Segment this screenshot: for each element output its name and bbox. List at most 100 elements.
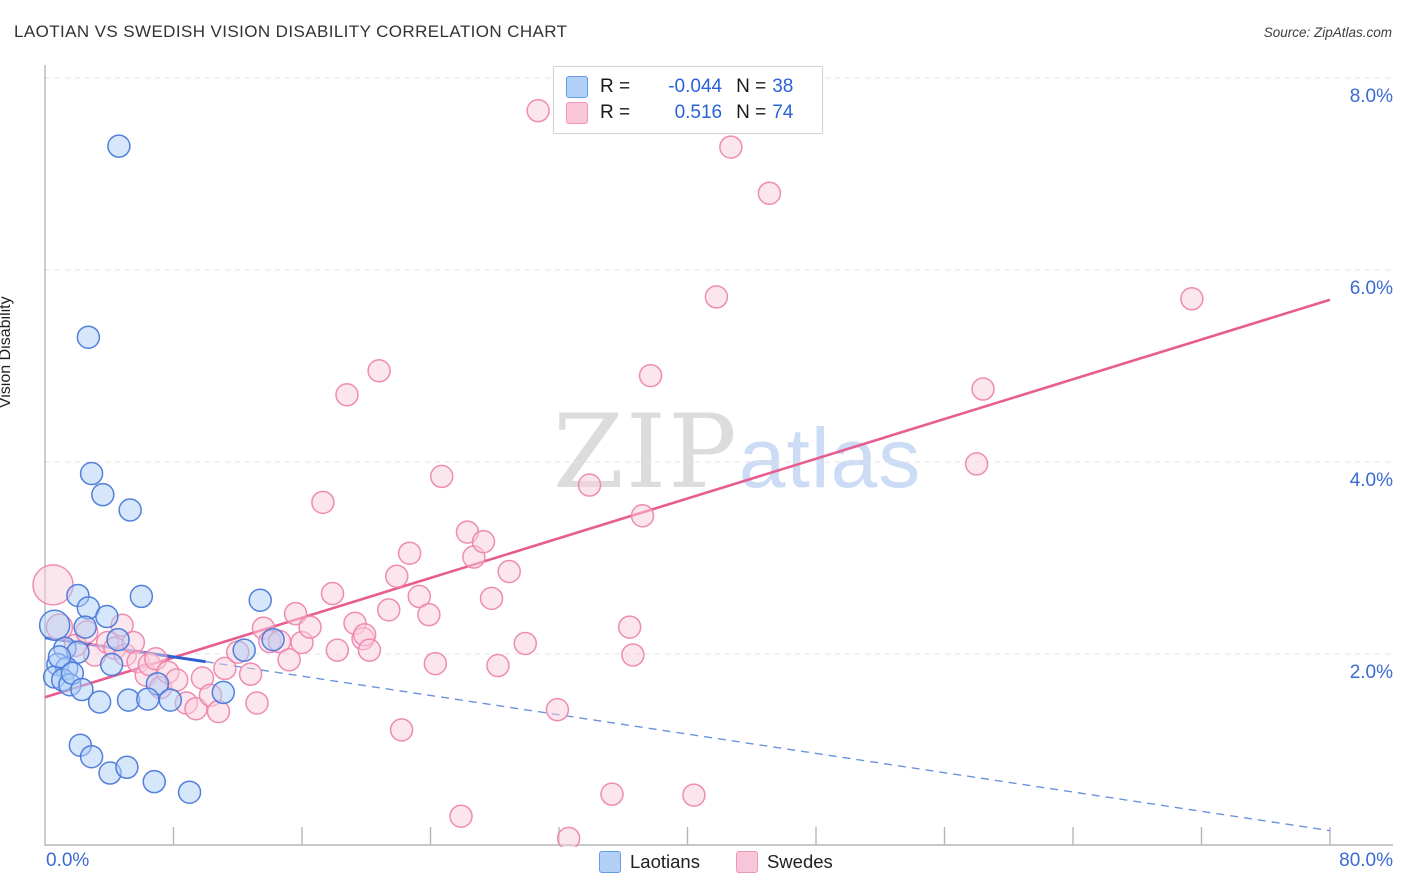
laotians-data-point[interactable] — [232, 638, 256, 662]
y-axis-label: 2.0% — [1350, 662, 1393, 683]
swedes-data-point[interactable] — [577, 473, 602, 497]
swedes-data-point[interactable] — [719, 135, 743, 159]
swedes-data-point[interactable] — [385, 564, 409, 588]
r-value-swedes: 0.516 — [674, 102, 723, 123]
laotians-data-point[interactable] — [106, 627, 130, 652]
swedes-data-point[interactable] — [682, 783, 706, 807]
n-value-swedes: 74 — [772, 102, 794, 123]
swedes-data-point[interactable] — [617, 615, 642, 639]
y-axis-label: 6.0% — [1350, 278, 1393, 299]
y-axis-title: Vision Disability — [0, 296, 14, 409]
swedes-data-point[interactable] — [357, 638, 382, 662]
laotians-data-point[interactable] — [177, 780, 202, 804]
swedes-data-point[interactable] — [556, 826, 581, 849]
swedes-data-point[interactable] — [367, 359, 391, 383]
series-legend: Laotians Swedes — [599, 851, 833, 873]
swedes-data-point[interactable] — [600, 782, 624, 806]
legend-item-swedes[interactable]: Swedes — [735, 851, 833, 873]
swedes-data-point[interactable] — [429, 464, 454, 489]
laotians-data-point[interactable] — [115, 755, 139, 780]
r-label: R = — [600, 76, 631, 97]
swedes-data-point[interactable] — [298, 615, 322, 639]
laotians-data-point[interactable] — [261, 627, 285, 652]
laotians-data-point[interactable] — [76, 325, 101, 349]
source-credit: Source: ZipAtlas.com — [1263, 25, 1392, 40]
swedes-data-point[interactable] — [335, 383, 359, 407]
swedes-data-point[interactable] — [513, 631, 538, 656]
swedes-data-point[interactable] — [417, 602, 441, 627]
legend-row-swedes: R = 0.516 N = 74 — [566, 100, 812, 126]
swedes-swatch-icon — [735, 851, 758, 873]
swedes-data-point[interactable] — [376, 598, 401, 622]
laotians-data-point[interactable] — [79, 744, 104, 769]
n-label: N = — [736, 76, 767, 97]
laotians-data-point[interactable] — [107, 134, 131, 158]
swedes-data-point[interactable] — [630, 504, 655, 528]
swedes-data-point[interactable] — [320, 581, 345, 606]
legend-item-label: Swedes — [766, 851, 833, 872]
laotians-data-point[interactable] — [70, 677, 94, 702]
swedes-data-point[interactable] — [704, 285, 729, 309]
laotians-data-point[interactable] — [79, 461, 104, 486]
swedes-data-point[interactable] — [213, 656, 237, 681]
laotians-data-point[interactable] — [38, 609, 71, 641]
swedes-swatch-icon — [566, 102, 588, 124]
y-axis-label: 4.0% — [1350, 470, 1393, 491]
r-value-laotians: -0.044 — [668, 76, 723, 97]
correlation-legend-box: R = -0.044 N = 38 R = 0.516 N = 74 — [553, 66, 823, 134]
laotians-trend-line-dashed — [205, 660, 1331, 832]
laotians-data-point[interactable] — [129, 584, 154, 609]
laotians-data-point[interactable] — [91, 482, 115, 507]
swedes-data-point[interactable] — [497, 559, 521, 584]
r-label: R = — [600, 102, 631, 123]
laotians-data-point[interactable] — [87, 690, 112, 714]
swedes-data-point[interactable] — [971, 377, 995, 401]
laotians-data-point[interactable] — [73, 615, 97, 639]
swedes-data-point[interactable] — [526, 98, 550, 123]
swedes-data-point[interactable] — [311, 490, 335, 515]
n-label: N = — [736, 102, 767, 123]
swedes-trend-line — [44, 298, 1331, 699]
page-title: LAOTIAN VS SWEDISH VISION DISABILITY COR… — [14, 22, 568, 41]
laotians-swatch-icon — [566, 76, 588, 98]
laotians-data-point[interactable] — [142, 769, 166, 794]
swedes-data-point[interactable] — [397, 541, 422, 565]
swedes-data-point[interactable] — [1180, 287, 1204, 311]
swedes-data-point[interactable] — [283, 601, 308, 626]
swedes-data-point[interactable] — [389, 718, 414, 742]
laotians-data-point[interactable] — [118, 498, 142, 522]
swedes-data-point[interactable] — [423, 651, 448, 676]
legend-item-laotians[interactable]: Laotians — [599, 851, 700, 873]
swedes-data-point[interactable] — [471, 529, 496, 554]
laotians-data-point[interactable] — [158, 688, 183, 712]
swedes-data-point[interactable] — [164, 668, 189, 692]
swedes-data-point[interactable] — [206, 699, 231, 724]
laotians-data-point[interactable] — [99, 652, 124, 677]
laotians-data-point[interactable] — [47, 645, 72, 669]
swedes-data-point[interactable] — [638, 363, 663, 388]
swedes-data-point[interactable] — [245, 691, 269, 715]
laotians-swatch-icon — [599, 851, 621, 873]
swedes-data-point[interactable] — [184, 696, 208, 721]
swedes-data-point[interactable] — [238, 662, 263, 686]
swedes-data-point[interactable] — [964, 452, 989, 476]
laotians-data-point[interactable] — [248, 588, 272, 612]
legend-row-laotians: R = -0.044 N = 38 — [566, 74, 812, 100]
swedes-data-point[interactable] — [449, 804, 473, 828]
swedes-data-point[interactable] — [486, 653, 510, 678]
swedes-data-point[interactable] — [545, 697, 570, 722]
swedes-data-point[interactable] — [621, 643, 645, 667]
swedes-data-point[interactable] — [407, 584, 432, 609]
swedes-data-point[interactable] — [479, 586, 504, 611]
swedes-data-point[interactable] — [277, 648, 301, 672]
swedes-data-point[interactable] — [325, 638, 350, 662]
laotians-data-point[interactable] — [211, 680, 236, 705]
y-axis-label: 8.0% — [1350, 86, 1393, 107]
laotians-data-point[interactable] — [136, 687, 160, 711]
x-axis-max-label: 80.0% — [1339, 850, 1393, 871]
laotians-data-point[interactable] — [95, 604, 119, 629]
x-axis-min-label: 0.0% — [46, 850, 90, 871]
swedes-data-point[interactable] — [757, 181, 782, 205]
